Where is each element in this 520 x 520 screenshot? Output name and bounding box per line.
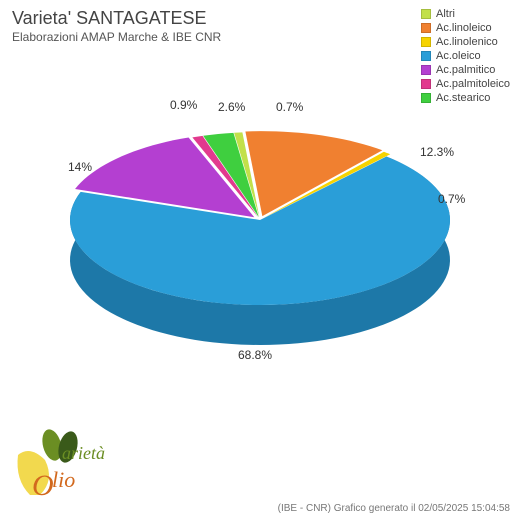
legend-item: Ac.linolenico	[421, 36, 510, 48]
legend-swatch	[421, 93, 431, 103]
data-label: 0.7%	[276, 100, 303, 114]
legend-swatch	[421, 23, 431, 33]
logo-letter-icon: O	[32, 469, 54, 502]
legend-label: Ac.linolenico	[436, 36, 498, 48]
data-label: 0.7%	[438, 192, 465, 206]
legend-label: Ac.stearico	[436, 92, 490, 104]
legend-swatch	[421, 37, 431, 47]
logo-text-varieta: arietà	[62, 443, 105, 464]
legend-label: Altri	[436, 8, 455, 20]
legend-swatch	[421, 65, 431, 75]
legend: Altri Ac.linoleico Ac.linolenico Ac.oleico A…	[421, 8, 510, 106]
footer-text: (IBE - CNR) Grafico generato il 02/05/20…	[278, 503, 510, 514]
legend-label: Ac.palmitoleico	[436, 78, 510, 90]
legend-item: Ac.palmitoleico	[421, 78, 510, 90]
legend-label: Ac.palmitico	[436, 64, 495, 76]
logo-text-olio: lio	[52, 467, 75, 493]
legend-swatch	[421, 79, 431, 89]
chart-title: Varieta' SANTAGATESE	[12, 8, 207, 29]
legend-label: Ac.oleico	[436, 50, 481, 62]
legend-item: Ac.oleico	[421, 50, 510, 62]
legend-swatch	[421, 9, 431, 19]
legend-item: Ac.palmitico	[421, 64, 510, 76]
data-label: 0.9%	[170, 98, 197, 112]
data-label: 68.8%	[238, 348, 272, 362]
legend-swatch	[421, 51, 431, 61]
legend-label: Ac.linoleico	[436, 22, 492, 34]
chart-subtitle: Elaborazioni AMAP Marche & IBE CNR	[12, 30, 221, 44]
legend-item: Ac.linoleico	[421, 22, 510, 34]
data-label: 14%	[68, 160, 92, 174]
pie-chart	[50, 110, 470, 375]
legend-item: Altri	[421, 8, 510, 20]
logo: O V arietà lio	[10, 425, 130, 510]
legend-item: Ac.stearico	[421, 92, 510, 104]
data-label: 2.6%	[218, 100, 245, 114]
data-label: 12.3%	[420, 145, 454, 159]
